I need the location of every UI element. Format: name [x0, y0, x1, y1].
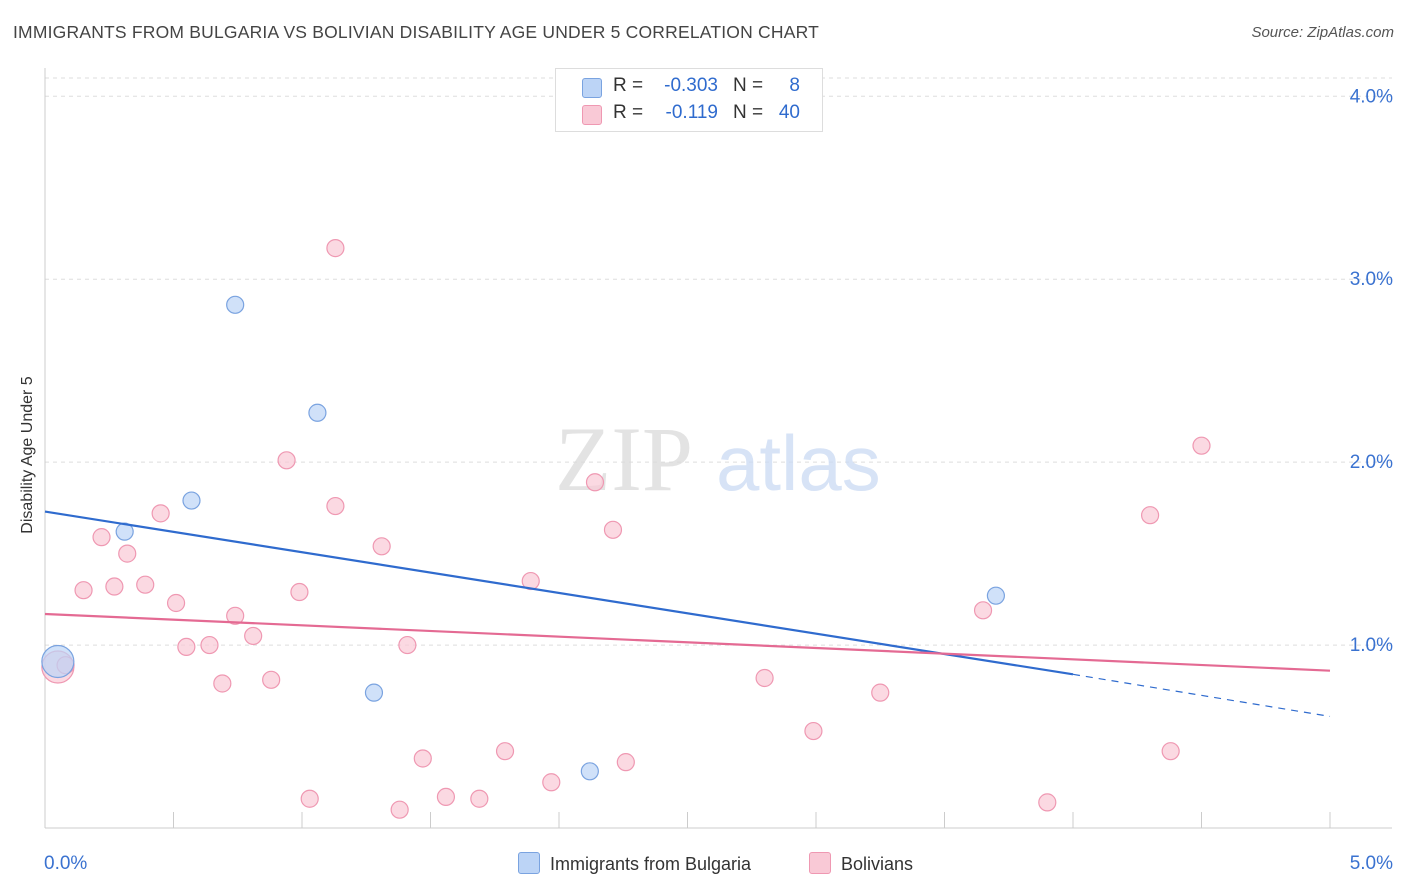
bolivians-point	[372, 537, 391, 556]
tick-labels: 1.0% 2.0% 3.0% 4.0% 0.0% 5.0%	[44, 86, 1393, 874]
bolivians-point	[413, 749, 432, 768]
bulgaria-swatch	[582, 78, 602, 98]
watermark-zip: ZIP	[555, 408, 693, 510]
bulgaria-point	[182, 491, 201, 510]
legend-item-bolivians[interactable]: Bolivians	[809, 852, 913, 875]
r-label: R =	[613, 75, 644, 96]
source-label: Source: ZipAtlas.com	[1251, 24, 1394, 41]
bulgaria-point	[580, 762, 599, 781]
r-value: -0.303	[664, 75, 718, 96]
n-value: 8	[789, 75, 800, 96]
bolivians-point	[244, 626, 263, 646]
bolivians-point	[436, 787, 456, 807]
bolivians-point	[495, 742, 515, 761]
bolivians-point	[262, 670, 281, 689]
legend-swatch-bolivians	[809, 852, 831, 874]
bolivians-point	[74, 581, 93, 600]
bolivians-point	[166, 593, 186, 613]
bolivians-point	[213, 674, 232, 693]
bolivians-point	[200, 635, 219, 655]
bolivians-point	[118, 544, 137, 563]
chart-legend: Immigrants from Bulgaria Bolivians	[0, 852, 1406, 876]
bolivians-point	[871, 683, 890, 702]
x-tick-label: 0.0%	[44, 853, 87, 874]
bolivians-point	[277, 451, 296, 470]
n-label: N =	[733, 75, 764, 96]
correlation-stats-box: R = -0.303 N = 8 R = -0.119 N = 40	[555, 68, 823, 132]
bolivians-point	[136, 575, 155, 594]
bolivians-point	[755, 668, 774, 688]
legend-label: Bolivians	[841, 854, 914, 874]
bolivians-swatch	[582, 105, 602, 125]
bolivians-trend-line	[44, 612, 1331, 672]
n-value: 40	[778, 102, 800, 123]
bulgaria-point	[364, 683, 384, 702]
bolivians-point	[226, 606, 245, 625]
bolivians-point	[470, 789, 489, 808]
trend-lines	[44, 510, 1331, 718]
bolivians-point	[1140, 506, 1160, 525]
chart-title: IMMIGRANTS FROM BULGARIA VS BOLIVIAN DIS…	[13, 22, 819, 42]
bolivians-point	[105, 577, 124, 596]
bolivians-point	[1038, 793, 1057, 812]
bolivians-point	[326, 496, 345, 516]
y-tick-label: 1.0%	[1350, 635, 1393, 656]
bolivians-point	[92, 528, 111, 547]
y-tick-label: 3.0%	[1350, 269, 1393, 290]
stats-row-bulgaria: R = -0.303 N = 8	[556, 75, 822, 101]
bolivians-point	[398, 635, 417, 655]
bolivians-point	[603, 520, 623, 539]
data-points	[41, 239, 1211, 819]
bolivians-point	[1161, 742, 1180, 761]
bolivians-point	[151, 504, 170, 523]
bolivians-point	[804, 721, 823, 741]
bolivians-point	[177, 637, 196, 657]
bulgaria-trend-extension	[1072, 673, 1331, 718]
bolivians-point	[585, 473, 605, 492]
bolivians-point	[973, 601, 993, 620]
bolivians-point	[326, 239, 345, 258]
legend-swatch-bulgaria	[518, 852, 540, 874]
bulgaria-point	[308, 403, 327, 422]
bolivians-point	[390, 800, 409, 819]
bolivians-point	[616, 753, 635, 772]
bulgaria-trend-line	[44, 510, 1074, 676]
r-value: -0.119	[665, 102, 718, 123]
bolivians-point	[542, 773, 561, 792]
stats-row-bolivians: R = -0.119 N = 40	[556, 102, 822, 128]
x-tick-label: 5.0%	[1350, 853, 1393, 874]
bolivians-point	[300, 789, 319, 808]
n-label: N =	[733, 102, 764, 123]
bulgaria-point	[226, 295, 245, 314]
axes	[44, 68, 1392, 829]
legend-item-bulgaria[interactable]: Immigrants from Bulgaria	[518, 852, 751, 875]
bulgaria-point	[41, 644, 75, 679]
bulgaria-point	[986, 586, 1006, 605]
grid-lines	[45, 77, 1392, 646]
y-tick-label: 2.0%	[1350, 452, 1393, 473]
legend-label: Immigrants from Bulgaria	[550, 854, 752, 874]
r-label: R =	[613, 102, 644, 123]
bolivians-point	[290, 582, 309, 602]
y-tick-label: 4.0%	[1350, 86, 1393, 107]
bolivians-point	[1192, 436, 1211, 455]
watermark-atlas: atlas	[716, 419, 881, 507]
